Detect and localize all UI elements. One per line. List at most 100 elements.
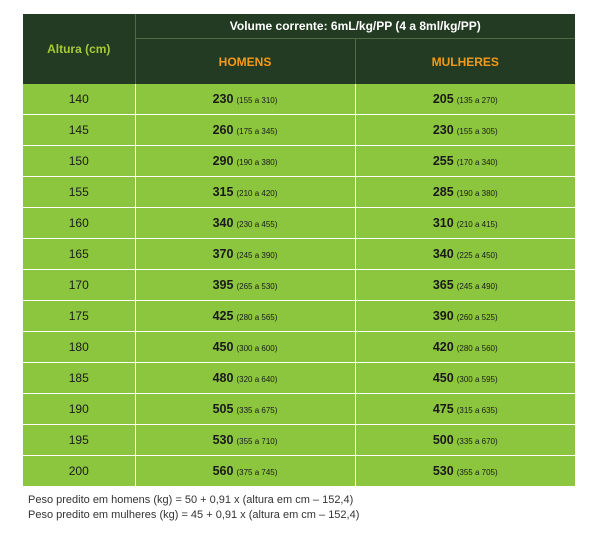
men-volume-range: (280 a 565) (236, 313, 278, 322)
table-row: 175 425 (280 a 565) 390 (260 a 525) (23, 300, 575, 332)
men-volume-cell: 340 (230 a 455) (135, 207, 356, 239)
table-row: 190 505 (335 a 675) 475 (315 a 635) (23, 393, 575, 425)
men-volume-cell: 290 (190 a 380) (135, 145, 356, 177)
footnote-women: Peso predito em mulheres (kg) = 45 + 0,9… (28, 509, 360, 521)
altura-cell: 185 (23, 362, 136, 394)
table-body: 140 230 (155 a 310) 205 (135 a 270) 145 260 (17… (23, 84, 575, 487)
men-volume-range: (210 a 420) (236, 189, 278, 198)
women-volume-value: 450 (432, 371, 454, 385)
women-volume-cell: 390 (260 a 525) (355, 300, 575, 332)
women-volume-cell: 285 (190 a 380) (355, 176, 575, 208)
women-volume-range: (300 a 595) (456, 375, 498, 384)
women-volume-value: 230 (432, 123, 454, 137)
men-volume-value: 370 (212, 247, 234, 261)
women-volume-cell: 365 (245 a 490) (355, 269, 575, 301)
women-volume-cell: 475 (315 a 635) (355, 393, 575, 425)
table-row: 165 370 (245 a 390) 340 (225 a 450) (23, 238, 575, 270)
men-volume-range: (265 a 530) (236, 282, 278, 291)
men-volume-value: 260 (212, 123, 234, 137)
men-volume-range: (155 a 310) (236, 96, 278, 105)
table-row: 185 480 (320 a 640) 450 (300 a 595) (23, 362, 575, 394)
women-volume-range: (210 a 415) (456, 220, 498, 229)
women-volume-cell: 530 (355 a 705) (355, 455, 575, 487)
women-volume-value: 285 (432, 185, 454, 199)
table-row: 155 315 (210 a 420) 285 (190 a 380) (23, 176, 575, 208)
women-volume-range: (170 a 340) (456, 158, 498, 167)
altura-cell: 180 (23, 331, 136, 363)
women-volume-value: 340 (432, 247, 454, 261)
women-volume-cell: 340 (225 a 450) (355, 238, 575, 270)
table-row: 200 560 (375 a 745) 530 (355 a 705) (23, 455, 575, 487)
men-column-header: HOMENS (135, 38, 356, 84)
men-volume-range: (230 a 455) (236, 220, 278, 229)
women-volume-range: (135 a 270) (456, 96, 498, 105)
altura-cell: 190 (23, 393, 136, 425)
altura-cell: 175 (23, 300, 136, 332)
women-volume-range: (280 a 560) (456, 344, 498, 353)
men-volume-range: (320 a 640) (236, 375, 278, 384)
men-volume-value: 505 (212, 402, 234, 416)
women-volume-range: (190 a 380) (456, 189, 498, 198)
altura-cell: 155 (23, 176, 136, 208)
men-volume-value: 340 (212, 216, 234, 230)
men-volume-value: 560 (212, 464, 234, 478)
women-volume-range: (155 a 305) (456, 127, 498, 136)
women-volume-value: 420 (432, 340, 454, 354)
altura-cell: 160 (23, 207, 136, 239)
men-volume-cell: 560 (375 a 745) (135, 455, 356, 487)
men-volume-cell: 450 (300 a 600) (135, 331, 356, 363)
women-volume-value: 500 (432, 433, 454, 447)
men-volume-value: 230 (212, 92, 234, 106)
men-volume-value: 425 (212, 309, 234, 323)
women-volume-value: 255 (432, 154, 454, 168)
women-volume-range: (245 a 490) (456, 282, 498, 291)
men-volume-cell: 395 (265 a 530) (135, 269, 356, 301)
altura-cell: 150 (23, 145, 136, 177)
men-volume-range: (335 a 675) (236, 406, 278, 415)
table-row: 180 450 (300 a 600) 420 (280 a 560) (23, 331, 575, 363)
men-volume-cell: 425 (280 a 565) (135, 300, 356, 332)
women-volume-value: 530 (432, 464, 454, 478)
table-row: 160 340 (230 a 455) 310 (210 a 415) (23, 207, 575, 239)
men-volume-range: (355 a 710) (236, 437, 278, 446)
women-volume-cell: 205 (135 a 270) (355, 84, 575, 115)
altura-cell: 170 (23, 269, 136, 301)
women-volume-range: (335 a 670) (456, 437, 498, 446)
altura-column-header: Altura (cm) (23, 14, 136, 84)
men-volume-value: 315 (212, 185, 234, 199)
women-volume-range: (260 a 525) (456, 313, 498, 322)
men-volume-value: 450 (212, 340, 234, 354)
table-header: Altura (cm) Volume corrente: 6mL/kg/PP (… (23, 14, 575, 84)
women-volume-value: 390 (432, 309, 454, 323)
altura-cell: 195 (23, 424, 136, 456)
men-volume-cell: 230 (155 a 310) (135, 84, 356, 115)
women-volume-cell: 450 (300 a 595) (355, 362, 575, 394)
women-volume-value: 475 (432, 402, 454, 416)
tidal-volume-table: Altura (cm) Volume corrente: 6mL/kg/PP (… (23, 14, 575, 487)
footnote-men: Peso predito em homens (kg) = 50 + 0,91 … (28, 494, 354, 506)
women-volume-value: 205 (432, 92, 454, 106)
men-volume-cell: 370 (245 a 390) (135, 238, 356, 270)
table-row: 170 395 (265 a 530) 365 (245 a 490) (23, 269, 575, 301)
women-volume-value: 310 (432, 216, 454, 230)
men-volume-value: 530 (212, 433, 234, 447)
women-volume-range: (355 a 705) (456, 468, 498, 477)
men-volume-range: (375 a 745) (236, 468, 278, 477)
men-volume-range: (190 a 380) (236, 158, 278, 167)
altura-cell: 165 (23, 238, 136, 270)
men-volume-range: (245 a 390) (236, 251, 278, 260)
women-volume-value: 365 (432, 278, 454, 292)
women-volume-cell: 420 (280 a 560) (355, 331, 575, 363)
altura-cell: 140 (23, 84, 136, 115)
men-volume-range: (300 a 600) (236, 344, 278, 353)
women-volume-cell: 230 (155 a 305) (355, 114, 575, 146)
men-volume-cell: 315 (210 a 420) (135, 176, 356, 208)
women-column-header: MULHERES (355, 38, 575, 84)
table-row: 150 290 (190 a 380) 255 (170 a 340) (23, 145, 575, 177)
men-volume-cell: 480 (320 a 640) (135, 362, 356, 394)
women-volume-cell: 310 (210 a 415) (355, 207, 575, 239)
men-volume-cell: 505 (335 a 675) (135, 393, 356, 425)
men-volume-value: 290 (212, 154, 234, 168)
altura-cell: 200 (23, 455, 136, 487)
altura-cell: 145 (23, 114, 136, 146)
